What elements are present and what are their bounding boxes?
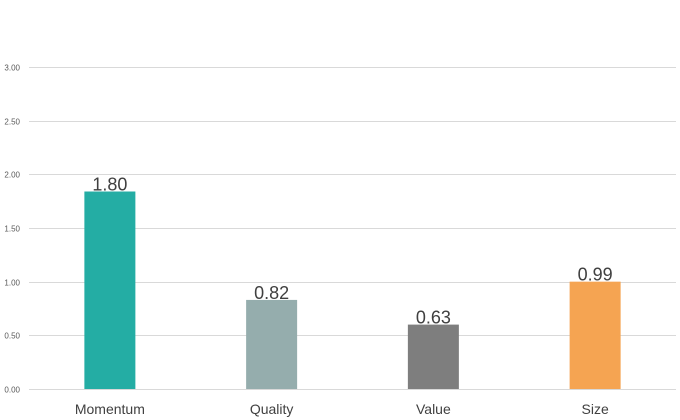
data-labels: 1.80 0.82 0.63 0.99 — [92, 175, 612, 328]
bar-value — [407, 324, 459, 389]
x-tick-label-value: Value — [416, 401, 451, 417]
y-tick-label: 3.00 — [4, 64, 20, 73]
data-label-quality: 0.82 — [254, 283, 289, 303]
bar-size — [569, 281, 621, 389]
y-tick-label: 2.00 — [4, 171, 20, 180]
x-tick-label-quality: Quality — [250, 401, 294, 417]
data-label-value: 0.63 — [416, 308, 451, 328]
y-axis-ticks: 0.00 0.50 1.00 1.50 2.00 2.50 3.00 — [4, 64, 20, 395]
bar-quality — [246, 299, 298, 389]
x-tick-label-momentum: Momentum — [75, 401, 145, 417]
y-tick-label: 0.00 — [4, 386, 20, 395]
y-tick-label: 2.50 — [4, 118, 20, 127]
y-tick-label: 1.00 — [4, 279, 20, 288]
x-axis-ticks: Momentum Quality Value Size — [75, 401, 609, 417]
bars — [84, 191, 621, 389]
gridlines — [29, 67, 676, 390]
data-label-momentum: 1.80 — [92, 175, 127, 195]
x-tick-label-size: Size — [582, 401, 609, 417]
data-label-size: 0.99 — [578, 265, 613, 285]
bar-momentum — [84, 191, 136, 389]
y-tick-label: 0.50 — [4, 332, 20, 341]
y-tick-label: 1.50 — [4, 225, 20, 234]
